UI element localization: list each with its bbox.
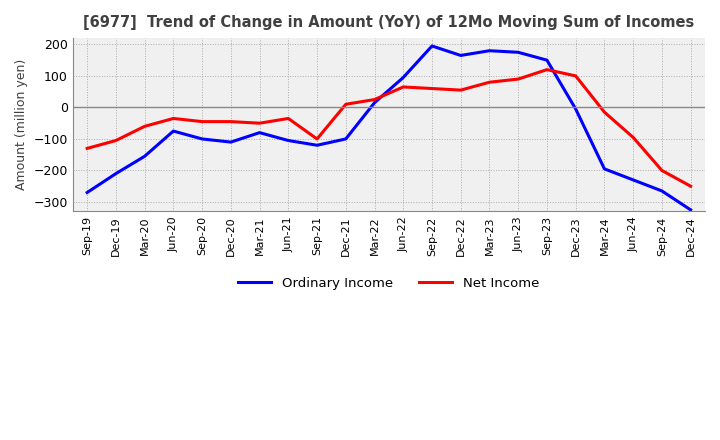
Net Income	[370, 97, 379, 102]
Ordinary Income	[428, 44, 436, 49]
Ordinary Income	[140, 154, 149, 159]
Ordinary Income	[456, 53, 465, 58]
Ordinary Income	[600, 166, 608, 172]
Ordinary Income	[284, 138, 292, 143]
Line: Ordinary Income: Ordinary Income	[87, 46, 690, 210]
Net Income	[514, 77, 523, 82]
Ordinary Income	[543, 58, 552, 63]
Net Income	[456, 88, 465, 93]
Ordinary Income	[485, 48, 494, 53]
Legend: Ordinary Income, Net Income: Ordinary Income, Net Income	[233, 271, 544, 295]
Net Income	[256, 121, 264, 126]
Ordinary Income	[399, 75, 408, 80]
Net Income	[686, 183, 695, 189]
Ordinary Income	[312, 143, 321, 148]
Net Income	[657, 168, 666, 173]
Net Income	[341, 102, 350, 107]
Ordinary Income	[256, 130, 264, 135]
Ordinary Income	[514, 50, 523, 55]
Ordinary Income	[169, 128, 178, 134]
Ordinary Income	[686, 207, 695, 213]
Net Income	[169, 116, 178, 121]
Ordinary Income	[83, 190, 91, 195]
Net Income	[399, 84, 408, 90]
Title: [6977]  Trend of Change in Amount (YoY) of 12Mo Moving Sum of Incomes: [6977] Trend of Change in Amount (YoY) o…	[84, 15, 695, 30]
Net Income	[83, 146, 91, 151]
Net Income	[312, 136, 321, 142]
Net Income	[198, 119, 207, 124]
Ordinary Income	[370, 100, 379, 105]
Y-axis label: Amount (million yen): Amount (million yen)	[15, 59, 28, 191]
Ordinary Income	[227, 139, 235, 145]
Net Income	[572, 73, 580, 79]
Net Income	[428, 86, 436, 91]
Net Income	[227, 119, 235, 124]
Ordinary Income	[341, 136, 350, 142]
Net Income	[485, 80, 494, 85]
Ordinary Income	[657, 188, 666, 194]
Ordinary Income	[198, 136, 207, 142]
Ordinary Income	[112, 171, 120, 176]
Net Income	[112, 138, 120, 143]
Net Income	[140, 124, 149, 129]
Ordinary Income	[572, 106, 580, 112]
Line: Net Income: Net Income	[87, 70, 690, 186]
Net Income	[629, 135, 637, 140]
Net Income	[600, 110, 608, 115]
Ordinary Income	[629, 177, 637, 183]
Net Income	[284, 116, 292, 121]
Net Income	[543, 67, 552, 72]
